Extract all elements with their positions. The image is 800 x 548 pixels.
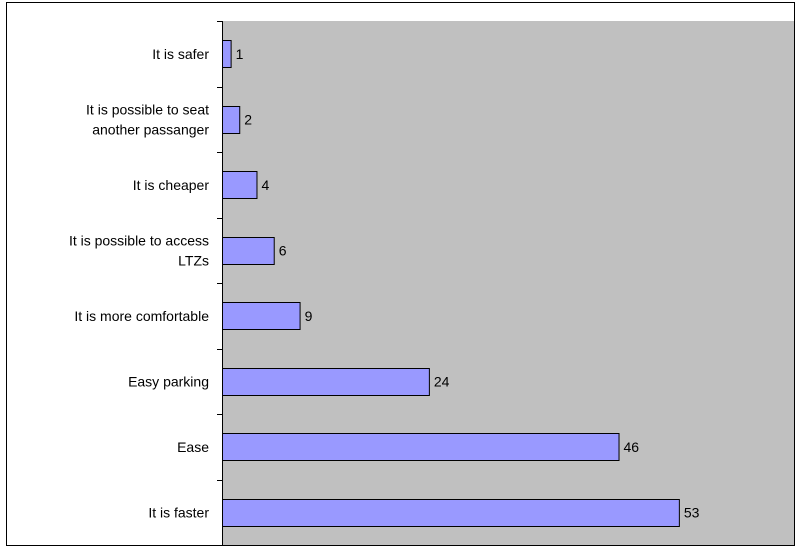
bar <box>222 40 232 68</box>
data-label: 6 <box>279 242 287 258</box>
category-label: It is more comfortable <box>74 308 209 324</box>
data-label: 1 <box>236 46 244 62</box>
bar <box>222 302 301 330</box>
data-label: 46 <box>624 439 640 455</box>
category-label: LTZs <box>178 252 209 268</box>
category-labels: It is safer It is possible to seat another… <box>69 46 209 521</box>
bar <box>222 499 680 527</box>
category-label: Easy parking <box>128 373 209 389</box>
category-label: It is cheaper <box>133 177 210 193</box>
bar <box>222 106 241 134</box>
category-label: It is possible to access <box>69 232 209 248</box>
category-label: It is safer <box>152 46 209 62</box>
plot-area <box>222 21 794 545</box>
category-label: It is faster <box>148 504 209 520</box>
bar <box>222 171 258 199</box>
data-label: 53 <box>684 504 700 520</box>
bars <box>222 40 680 527</box>
category-axis-ticks <box>217 21 222 546</box>
bar <box>222 237 275 265</box>
data-label: 4 <box>261 177 269 193</box>
bar <box>222 433 620 461</box>
category-label: It is possible to seat <box>86 101 209 117</box>
data-label: 24 <box>434 373 450 389</box>
data-label: 9 <box>305 308 313 324</box>
category-label: Ease <box>177 439 209 455</box>
bar <box>222 368 430 396</box>
category-label: another passanger <box>92 121 209 137</box>
data-label: 2 <box>244 111 252 127</box>
